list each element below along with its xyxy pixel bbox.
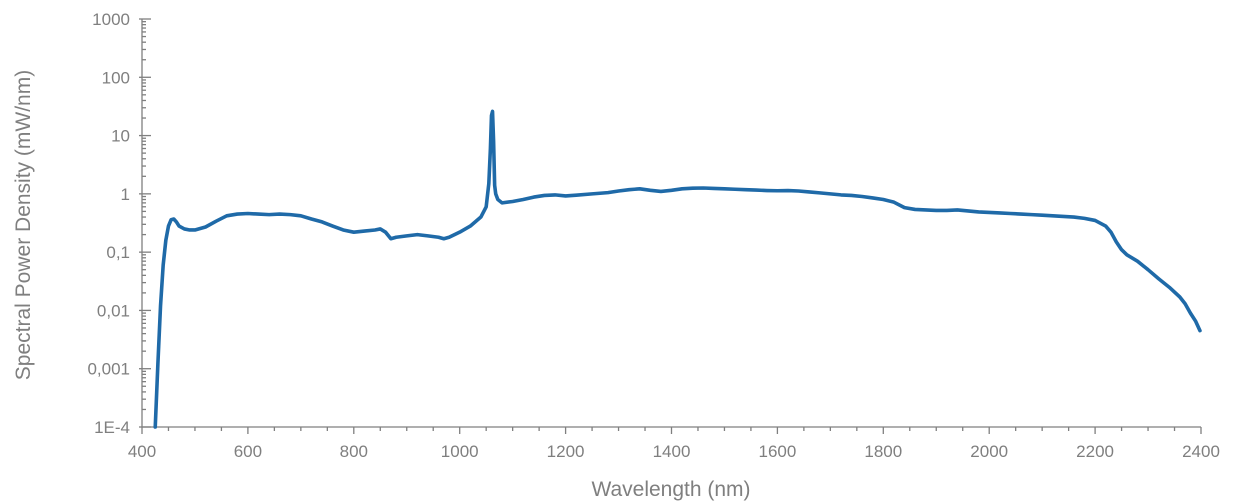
y-tick-label: 0,01 <box>97 301 130 320</box>
x-tick-label: 1000 <box>441 442 479 461</box>
x-axis-title: Wavelength (nm) <box>591 478 750 501</box>
x-tick-label: 600 <box>234 442 262 461</box>
x-tick-label: 1600 <box>758 442 796 461</box>
y-axis-title: Spectral Power Density (mW/nm) <box>12 70 35 380</box>
x-axis: 400 600 800 1000 1200 1400 1600 1800 2000 2200 240… <box>128 426 1220 461</box>
y-tick-label: 0,001 <box>87 360 130 379</box>
spectrum-series-line <box>153 109 1202 429</box>
x-tick-label: 1400 <box>653 442 691 461</box>
y-tick-label: 100 <box>102 68 130 87</box>
series-layer <box>153 109 1202 429</box>
y-tick-label: 0,1 <box>106 243 130 262</box>
y-tick-label: 10 <box>111 127 130 146</box>
y-tick-label: 1 <box>121 185 130 204</box>
y-tick-label: 1E-4 <box>94 418 130 437</box>
x-tick-label: 1200 <box>547 442 585 461</box>
x-tick-label: 2000 <box>970 442 1008 461</box>
x-tick-label: 2400 <box>1182 442 1220 461</box>
y-tick-label: 1000 <box>92 10 130 29</box>
x-tick-label: 400 <box>128 442 156 461</box>
y-axis: 1E-4 0,001 0,01 0,1 1 10 100 1000 <box>87 10 151 437</box>
x-tick-label: 2200 <box>1076 442 1114 461</box>
x-tick-label: 1800 <box>864 442 902 461</box>
x-tick-label: 800 <box>340 442 368 461</box>
